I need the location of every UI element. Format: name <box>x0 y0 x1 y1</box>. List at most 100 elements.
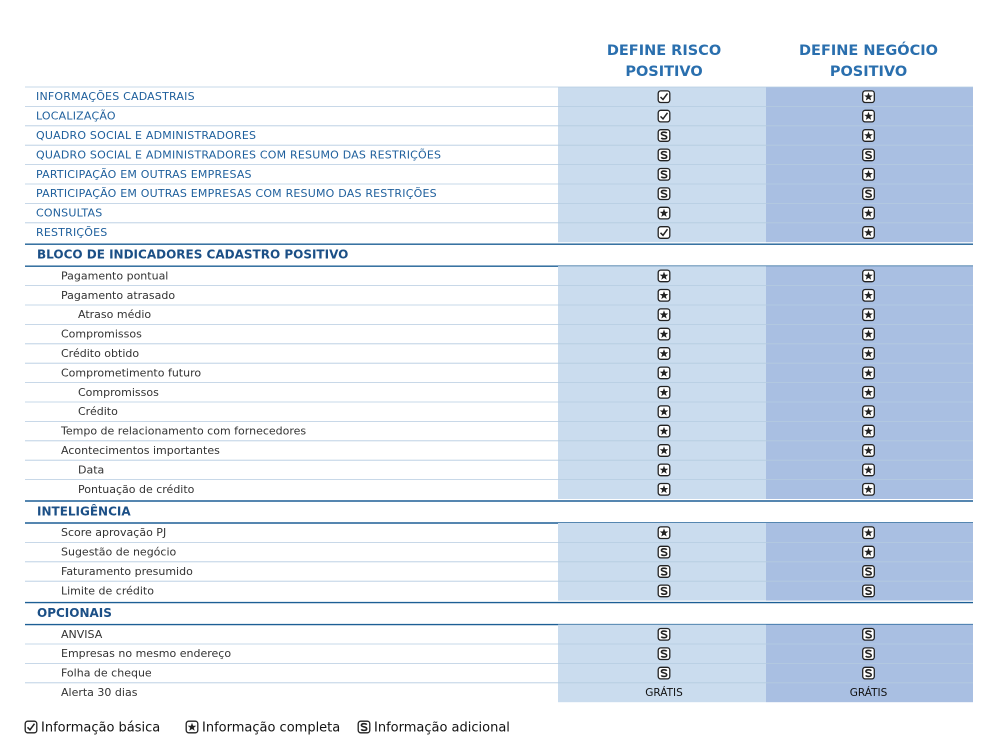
row-label: QUADRO SOCIAL E ADMINISTRADORES COM RESU… <box>36 148 441 161</box>
s-mark <box>865 150 872 160</box>
cell-icon <box>657 129 671 142</box>
star <box>864 485 873 494</box>
star <box>864 310 873 319</box>
row-label: Compromissos <box>78 386 159 399</box>
s-mark <box>660 649 668 658</box>
legend-label: Informação completa <box>202 721 340 736</box>
legend-icon <box>357 720 371 734</box>
cell-bg <box>766 682 973 703</box>
star <box>864 208 873 217</box>
star <box>864 131 873 140</box>
s-mark <box>660 131 668 140</box>
star <box>864 329 873 338</box>
star <box>864 368 873 377</box>
cell-icon <box>657 288 671 302</box>
cell-icon <box>657 405 671 419</box>
cell-icon <box>657 226 671 239</box>
row-label: Comprometimento futuro <box>61 366 201 379</box>
s-mark <box>865 649 872 658</box>
legend-icon <box>24 720 38 734</box>
cell-icon <box>862 627 875 641</box>
star <box>659 271 669 280</box>
cell-icon <box>657 565 671 578</box>
cell-icon <box>862 405 875 419</box>
star <box>864 92 873 101</box>
cell-icon <box>657 269 671 283</box>
cell-icon <box>862 444 875 457</box>
section-title: OPCIONAIS <box>37 606 112 620</box>
cell-icon <box>657 366 671 380</box>
star <box>864 528 873 537</box>
row-label: Alerta 30 dias <box>61 686 138 699</box>
row-label: INFORMAÇÕES CADASTRAIS <box>36 90 195 103</box>
cell-icon <box>657 545 671 559</box>
cell-icon <box>657 327 671 341</box>
check <box>659 92 669 101</box>
icon-frame <box>657 226 671 239</box>
star <box>659 310 669 319</box>
star <box>659 208 669 217</box>
row-label: Pagamento pontual <box>61 269 168 282</box>
cell-icon <box>657 482 671 496</box>
cell-icon <box>862 206 875 220</box>
column-header: DEFINE RISCO POSITIVO <box>607 43 721 80</box>
row-label: Data <box>78 463 104 476</box>
cell-icon <box>862 545 875 559</box>
section-title: INTELIGÊNCIA <box>37 504 131 519</box>
cell-icon <box>657 109 671 123</box>
cell-icon <box>657 526 671 540</box>
s-mark <box>660 669 668 678</box>
s-mark <box>865 669 872 678</box>
cell-icon <box>657 666 671 680</box>
star <box>864 446 873 455</box>
s-mark <box>660 548 668 557</box>
cell-text: GRÁTIS <box>850 686 888 699</box>
star <box>864 111 873 120</box>
cell-icon <box>657 584 671 598</box>
cell-icon <box>657 627 671 641</box>
column-header: DEFINE NEGÓCIO POSITIVO <box>799 41 938 80</box>
row-label: Score aprovação PJ <box>61 526 166 539</box>
cell-icon <box>862 565 875 578</box>
cell-icon <box>862 666 875 680</box>
cell-bg <box>558 682 766 703</box>
star <box>864 170 873 179</box>
star <box>864 547 873 556</box>
star <box>864 388 873 397</box>
cell-icon <box>657 347 671 360</box>
row-label: Pontuação de crédito <box>78 483 195 496</box>
star <box>659 349 669 358</box>
cell-icon <box>862 526 875 540</box>
cell-icon <box>862 385 875 399</box>
star <box>659 368 669 377</box>
row-label: Crédito obtido <box>61 347 139 360</box>
s-mark <box>660 567 668 576</box>
star <box>659 528 669 537</box>
row-label: Tempo de relacionamento com fornecedores <box>60 425 306 438</box>
cell-icon <box>862 187 875 201</box>
row-label: LOCALIZAÇÃO <box>36 110 116 123</box>
legend-icon <box>185 720 199 734</box>
star <box>864 349 873 358</box>
cell-icon <box>657 187 671 201</box>
cell-icon <box>862 647 875 661</box>
cell-icon <box>862 424 875 438</box>
star <box>659 446 669 455</box>
star <box>659 465 669 474</box>
cell-icon <box>862 288 875 302</box>
star <box>659 407 669 416</box>
check <box>659 112 669 121</box>
legend-label: Informação básica <box>41 721 160 736</box>
s-mark <box>660 189 668 198</box>
cell-icon <box>862 129 875 142</box>
row-label: Pagamento atrasado <box>61 289 175 302</box>
row-label: Sugestão de negócio <box>61 546 177 559</box>
row-label: Folha de cheque <box>61 667 152 680</box>
row-label: PARTICIPAÇÃO EM OUTRAS EMPRESAS COM RESU… <box>36 187 437 200</box>
row-label: Empresas no mesmo endereço <box>61 647 231 660</box>
s-mark <box>660 630 668 639</box>
cell-icon <box>657 647 671 661</box>
cell-icon <box>862 482 875 496</box>
cell-icon <box>862 269 875 283</box>
